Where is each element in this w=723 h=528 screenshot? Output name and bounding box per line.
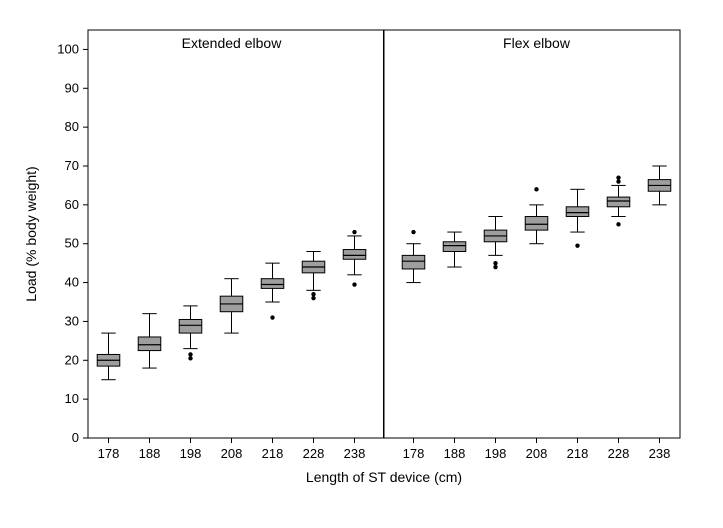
- outlier-point: [616, 179, 620, 183]
- y-tick-label: 50: [65, 236, 79, 251]
- y-tick-label: 10: [65, 391, 79, 406]
- box: [525, 217, 548, 231]
- y-axis-title: Load (% body weight): [23, 166, 39, 301]
- outlier-point: [534, 187, 538, 191]
- outlier-point: [575, 243, 579, 247]
- x-tick-label: 218: [567, 446, 589, 461]
- panel-title: Extended elbow: [182, 35, 283, 51]
- box: [402, 255, 425, 269]
- outlier-point: [616, 175, 620, 179]
- outlier-point: [352, 230, 356, 234]
- box: [261, 279, 284, 289]
- outlier-point: [311, 292, 315, 296]
- outlier-point: [352, 282, 356, 286]
- x-tick-label: 228: [608, 446, 630, 461]
- y-tick-label: 60: [65, 197, 79, 212]
- y-tick-label: 30: [65, 313, 79, 328]
- y-tick-label: 80: [65, 119, 79, 134]
- outlier-point: [493, 265, 497, 269]
- x-tick-label: 228: [303, 446, 325, 461]
- boxplot-chart: 0 10 20 30 40 50 60 70 80 90 100 Load (% body weigh…: [0, 0, 723, 528]
- y-tick-label: 100: [57, 41, 79, 56]
- x-tick-label: 218: [262, 446, 284, 461]
- y-tick-label: 0: [72, 430, 79, 445]
- x-tick-label: 238: [649, 446, 671, 461]
- box: [443, 242, 466, 252]
- y-tick-label: 40: [65, 275, 79, 290]
- box: [607, 197, 630, 207]
- outlier-point: [270, 315, 274, 319]
- outlier-point: [411, 230, 415, 234]
- y-tick-label: 70: [65, 158, 79, 173]
- outlier-point: [311, 296, 315, 300]
- x-tick-label: 238: [344, 446, 366, 461]
- x-tick-label: 198: [485, 446, 507, 461]
- chart-svg: 0 10 20 30 40 50 60 70 80 90 100 Load (% body weigh…: [0, 0, 723, 528]
- x-tick-label: 188: [444, 446, 466, 461]
- x-tick-label: 188: [139, 446, 161, 461]
- panel-title: Flex elbow: [503, 35, 571, 51]
- x-tick-label: 208: [221, 446, 243, 461]
- y-tick-label: 90: [65, 80, 79, 95]
- y-tick-label: 20: [65, 352, 79, 367]
- x-tick-label: 198: [180, 446, 202, 461]
- outlier-point: [188, 352, 192, 356]
- outlier-point: [616, 222, 620, 226]
- box: [179, 319, 202, 333]
- box: [138, 337, 161, 351]
- x-axis-title: Length of ST device (cm): [306, 469, 462, 485]
- box: [343, 250, 366, 260]
- x-tick-label: 208: [526, 446, 548, 461]
- outlier-point: [188, 356, 192, 360]
- outlier-point: [493, 261, 497, 265]
- x-tick-label: 178: [403, 446, 425, 461]
- x-tick-label: 178: [98, 446, 120, 461]
- box: [566, 207, 589, 217]
